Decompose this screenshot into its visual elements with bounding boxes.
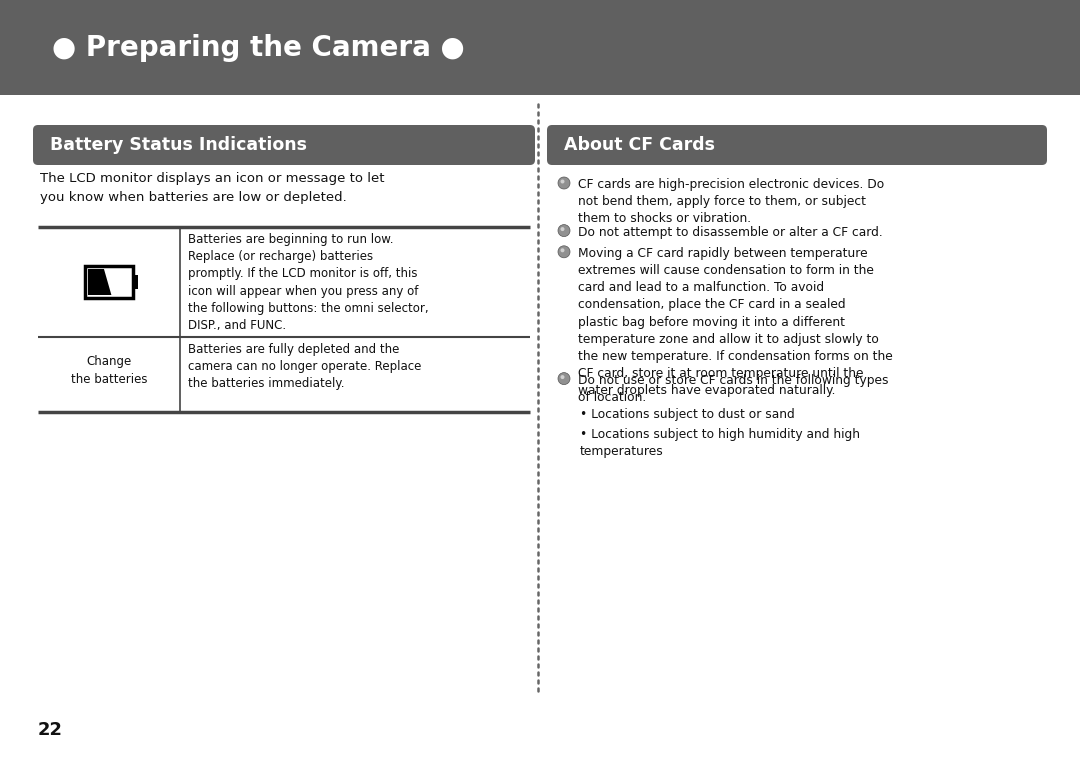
Circle shape xyxy=(561,227,565,231)
Circle shape xyxy=(561,248,565,252)
Text: Batteries are fully depleted and the
camera can no longer operate. Replace
the b: Batteries are fully depleted and the cam… xyxy=(188,343,421,391)
Text: • Locations subject to dust or sand: • Locations subject to dust or sand xyxy=(580,408,795,421)
Bar xyxy=(0,0,1080,95)
Text: CF cards are high-precision electronic devices. Do
not bend them, apply force to: CF cards are high-precision electronic d… xyxy=(578,178,885,225)
Circle shape xyxy=(561,375,565,379)
Text: Moving a CF card rapidly between temperature
extremes will cause condensation to: Moving a CF card rapidly between tempera… xyxy=(578,247,893,398)
Circle shape xyxy=(561,179,565,184)
FancyBboxPatch shape xyxy=(546,125,1047,165)
Text: Battery Status Indications: Battery Status Indications xyxy=(50,136,307,154)
Text: Change
the batteries: Change the batteries xyxy=(71,355,147,386)
Bar xyxy=(133,275,138,289)
Circle shape xyxy=(558,177,570,189)
Circle shape xyxy=(558,224,570,237)
Text: 22: 22 xyxy=(38,721,63,739)
Text: The LCD monitor displays an icon or message to let
you know when batteries are l: The LCD monitor displays an icon or mess… xyxy=(40,172,384,204)
Text: Do not use or store CF cards in the following types
of location.: Do not use or store CF cards in the foll… xyxy=(578,374,889,404)
Circle shape xyxy=(558,246,570,258)
FancyBboxPatch shape xyxy=(33,125,535,165)
Text: Batteries are beginning to run low.
Replace (or recharge) batteries
promptly. If: Batteries are beginning to run low. Repl… xyxy=(188,233,429,332)
Polygon shape xyxy=(87,269,111,295)
Circle shape xyxy=(558,372,570,385)
Text: ● Preparing the Camera ●: ● Preparing the Camera ● xyxy=(52,34,464,61)
FancyBboxPatch shape xyxy=(85,266,133,298)
Text: About CF Cards: About CF Cards xyxy=(564,136,715,154)
Text: Do not attempt to disassemble or alter a CF card.: Do not attempt to disassemble or alter a… xyxy=(578,226,882,238)
Text: • Locations subject to high humidity and high
temperatures: • Locations subject to high humidity and… xyxy=(580,428,860,458)
